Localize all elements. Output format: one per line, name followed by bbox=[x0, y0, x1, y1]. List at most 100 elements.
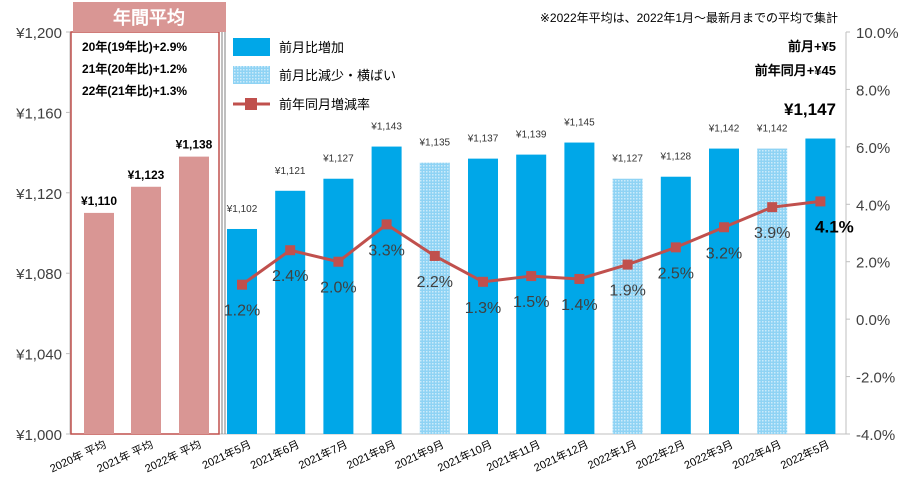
annual-bar-label: ¥1,138 bbox=[176, 138, 213, 152]
yoy-label: 1.9% bbox=[609, 283, 645, 300]
yoy-line-layer bbox=[237, 196, 826, 290]
y-left-tick-label: ¥1,200 bbox=[15, 25, 62, 42]
yoy-label: 1.2% bbox=[224, 303, 260, 320]
monthly-bar bbox=[516, 154, 547, 435]
legend-marker-yoy bbox=[245, 98, 257, 110]
yoy-marker bbox=[719, 222, 729, 233]
yoy-marker bbox=[526, 271, 537, 282]
title-badge: 年間平均 bbox=[113, 7, 185, 28]
x-tick-label: 2022年1月 bbox=[585, 437, 639, 472]
yoy-marker bbox=[670, 242, 681, 253]
monthly-bar bbox=[564, 142, 595, 435]
monthly-bar bbox=[660, 176, 691, 434]
y-right-tick-label: 2.0% bbox=[856, 255, 890, 272]
x-tick-label: 2021年10月 bbox=[435, 437, 494, 475]
legend-label-flat: 前月比減少・横ばい bbox=[279, 68, 396, 83]
monthly-bar bbox=[468, 158, 498, 434]
yoy-marker bbox=[478, 276, 488, 287]
yoy-label: 1.5% bbox=[513, 294, 549, 311]
yoy-marker bbox=[381, 219, 392, 230]
y-right-tick-label: -4.0% bbox=[856, 427, 895, 444]
x-tick-label: 2021年6月 bbox=[248, 437, 302, 472]
annual-note: 22年(21年比)+1.3% bbox=[82, 83, 187, 98]
y-right-tick-label: -2.0% bbox=[856, 370, 895, 387]
annual-bar bbox=[131, 186, 161, 434]
yoy-label: 1.4% bbox=[561, 297, 597, 314]
monthly-bar-label: ¥1,127 bbox=[611, 154, 643, 165]
monthly-bar bbox=[275, 190, 306, 434]
x-tick-label: 2021年8月 bbox=[344, 437, 398, 472]
y-left-tick-label: ¥1,080 bbox=[15, 266, 62, 283]
x-tick-label: 2022年3月 bbox=[682, 437, 736, 472]
y-left-tick-label: ¥1,000 bbox=[15, 427, 62, 444]
y-right-tick-label: 8.0% bbox=[856, 82, 890, 99]
yoy-marker bbox=[574, 273, 585, 284]
monthly-bar bbox=[709, 148, 739, 434]
monthly-bar-label: ¥1,127 bbox=[322, 154, 354, 165]
annual-bar-label: ¥1,110 bbox=[81, 194, 117, 208]
monthly-bar bbox=[757, 148, 788, 434]
monthly-bar-label: ¥1,145 bbox=[563, 118, 595, 129]
y-left-tick-label: ¥1,040 bbox=[15, 347, 62, 364]
yoy-marker bbox=[815, 196, 826, 207]
x-tick-label: 2021年7月 bbox=[296, 437, 350, 472]
x-tick-label: 2021年5月 bbox=[200, 437, 254, 472]
monthly-bar-label: ¥1,142 bbox=[708, 124, 740, 135]
monthly-bar-label: ¥1,128 bbox=[660, 152, 692, 163]
x-tick-label: 2021年12月 bbox=[532, 437, 591, 475]
y-left-tick-label: ¥1,160 bbox=[15, 105, 62, 122]
monthly-bar-label: ¥1,135 bbox=[419, 138, 451, 149]
y-left-tick-label: ¥1,120 bbox=[15, 186, 62, 203]
yoy-label: 4.1% bbox=[815, 217, 854, 236]
legend-label-yoy: 前年同月増減率 bbox=[279, 97, 370, 112]
x-tick-label: 2022年5月 bbox=[778, 437, 832, 472]
monthly-bar bbox=[612, 178, 643, 434]
summary-mom: 前月+¥5 bbox=[788, 39, 836, 54]
annual-note: 21年(20年比)+1.2% bbox=[82, 61, 187, 76]
yoy-label: 2.2% bbox=[417, 274, 453, 291]
legend-swatch-flat bbox=[233, 66, 270, 84]
yoy-label: 2.5% bbox=[658, 265, 694, 282]
yoy-marker bbox=[767, 202, 778, 213]
y-right-tick-label: 0.0% bbox=[856, 312, 890, 329]
footnote: ※2022年平均は、2022年1月～最新月までの平均で集計 bbox=[540, 10, 838, 25]
x-tick-label: 2022年4月 bbox=[730, 437, 784, 472]
yoy-label: 2.4% bbox=[272, 268, 308, 285]
yoy-label: 1.3% bbox=[465, 300, 501, 317]
x-tick-label: 2022年2月 bbox=[633, 437, 687, 472]
yoy-label: 3.2% bbox=[706, 245, 742, 262]
yoy-marker bbox=[333, 256, 344, 267]
monthly-bar-label: ¥1,139 bbox=[515, 130, 547, 141]
legend-swatch-increase bbox=[233, 38, 270, 56]
yoy-label: 3.3% bbox=[368, 242, 404, 259]
monthly-bar-label: ¥1,102 bbox=[226, 204, 258, 215]
annual-bar bbox=[84, 212, 114, 434]
y-right-tick-label: 6.0% bbox=[856, 140, 890, 157]
yoy-marker bbox=[429, 250, 440, 261]
monthly-bar-label: ¥1,143 bbox=[370, 122, 402, 133]
yoy-label: 2.0% bbox=[320, 280, 356, 297]
bars-layer bbox=[84, 138, 836, 435]
monthly-bar bbox=[419, 162, 450, 434]
legend-label-increase: 前月比増加 bbox=[279, 40, 344, 55]
summary-yoy: 前年同月+¥45 bbox=[755, 63, 836, 78]
yoy-marker bbox=[237, 279, 247, 290]
summary-latest: ¥1,147 bbox=[784, 100, 836, 119]
monthly-bar bbox=[323, 178, 354, 434]
y-right-tick-label: 4.0% bbox=[856, 197, 890, 214]
monthly-bar bbox=[805, 138, 836, 434]
monthly-bar-label: ¥1,121 bbox=[274, 166, 306, 177]
y-right-tick-label: 10.0% bbox=[856, 25, 899, 42]
annual-note: 20年(19年比)+2.9% bbox=[82, 39, 187, 54]
yoy-marker bbox=[285, 245, 296, 256]
yoy-label: 3.9% bbox=[754, 225, 790, 242]
monthly-bar bbox=[371, 146, 402, 434]
monthly-bar bbox=[227, 228, 257, 434]
monthly-bar-label: ¥1,137 bbox=[467, 134, 499, 145]
annual-bar-label: ¥1,123 bbox=[128, 168, 165, 182]
annual-bar bbox=[179, 156, 209, 434]
yoy-marker bbox=[622, 259, 633, 270]
monthly-bar-label: ¥1,142 bbox=[756, 124, 788, 135]
title-badge-bg bbox=[73, 2, 226, 32]
